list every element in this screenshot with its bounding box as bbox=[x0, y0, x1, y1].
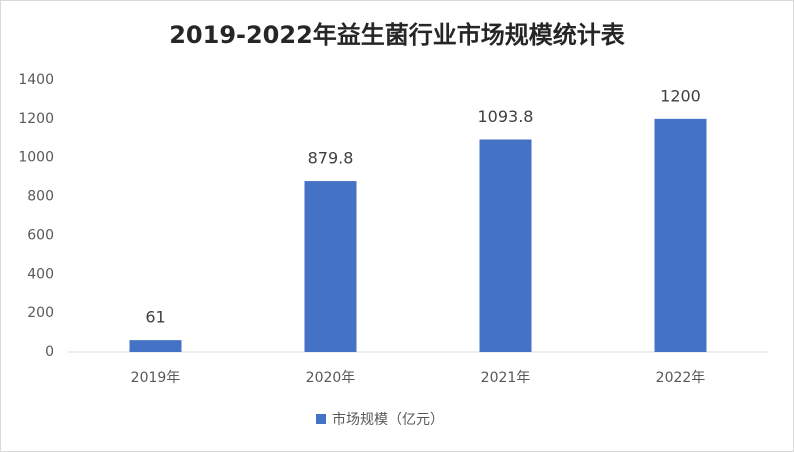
x-tick-label: 2020年 bbox=[306, 370, 356, 386]
legend-swatch bbox=[316, 414, 326, 424]
x-tick-label: 2022年 bbox=[656, 370, 706, 386]
data-label: 61 bbox=[145, 308, 165, 327]
legend-label: 市场规模（亿元） bbox=[332, 411, 444, 428]
y-tick-label: 200 bbox=[27, 305, 54, 321]
data-label: 1200 bbox=[660, 86, 701, 105]
y-tick-label: 1200 bbox=[18, 111, 54, 127]
y-tick-label: 1000 bbox=[18, 150, 54, 166]
y-tick-label: 1400 bbox=[18, 72, 54, 88]
bar bbox=[304, 181, 357, 352]
bar bbox=[129, 340, 182, 352]
x-tick-label: 2019年 bbox=[131, 370, 181, 386]
bar bbox=[479, 139, 532, 352]
y-tick-label: 400 bbox=[27, 266, 54, 282]
bar bbox=[654, 118, 707, 352]
data-label: 1093.8 bbox=[478, 107, 534, 126]
y-tick-label: 800 bbox=[27, 189, 54, 205]
x-tick-label: 2021年 bbox=[481, 370, 531, 386]
data-label: 879.8 bbox=[308, 149, 354, 168]
y-tick-label: 600 bbox=[27, 227, 54, 243]
y-tick-label: 0 bbox=[45, 344, 54, 360]
chart-title: 2019-2022年益生菌行业市场规模统计表 bbox=[169, 21, 626, 49]
